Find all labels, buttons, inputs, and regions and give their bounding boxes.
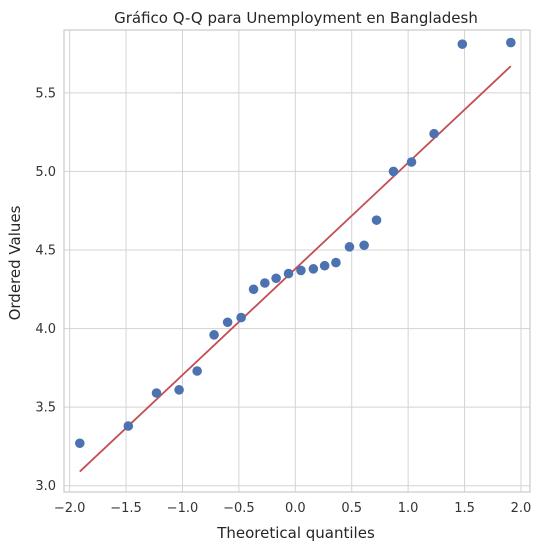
y-tick-label: 5.5 <box>35 86 56 101</box>
data-point <box>406 157 417 167</box>
fit-line-group <box>79 65 512 473</box>
data-point <box>388 166 399 177</box>
data-point <box>151 388 162 398</box>
data-points <box>74 37 516 449</box>
x-tick-label: −2.0 <box>54 501 86 516</box>
y-tick-label: 3.5 <box>35 401 56 416</box>
fit-line <box>79 65 512 473</box>
x-tick-label: 0.5 <box>341 501 362 516</box>
x-tick-label: 1.5 <box>454 501 475 516</box>
data-point <box>248 284 259 295</box>
y-axis-ticks: 3.0 3.5 4.0 4.5 5.0 5.5 <box>35 86 56 494</box>
data-point <box>319 260 330 271</box>
x-axis-ticks: −2.0 −1.5 −1.0 −0.5 0.0 0.5 1.0 1.5 2.0 <box>54 501 531 516</box>
data-point <box>192 366 202 376</box>
data-point <box>371 215 382 225</box>
data-point <box>308 264 319 274</box>
y-tick-label: 4.0 <box>35 322 56 337</box>
data-point <box>331 257 341 268</box>
x-tick-label: 1.0 <box>398 501 419 516</box>
data-point <box>344 242 355 252</box>
data-point <box>74 438 85 449</box>
plot-frame <box>63 29 531 493</box>
data-point <box>429 128 439 139</box>
x-axis-label: Theoretical quantiles <box>216 524 375 542</box>
y-tick-label: 4.5 <box>35 244 56 259</box>
data-point <box>236 312 246 323</box>
data-point <box>209 330 219 340</box>
data-point <box>283 268 294 279</box>
data-point <box>506 37 516 48</box>
x-tick-label: 2.0 <box>511 501 532 516</box>
chart-title: Gráfico Q-Q para Unemployment en Banglad… <box>114 9 478 27</box>
y-tick-label: 3.0 <box>35 479 56 494</box>
grid-lines <box>64 30 530 492</box>
data-point <box>359 240 369 251</box>
data-point <box>260 278 270 288</box>
x-tick-label: 0.0 <box>285 501 306 516</box>
data-point <box>123 421 134 431</box>
data-point <box>296 265 306 276</box>
data-point <box>222 317 233 328</box>
x-tick-label: −1.5 <box>110 501 142 516</box>
data-point <box>457 39 468 49</box>
y-tick-label: 5.0 <box>35 165 56 180</box>
y-axis-label: Ordered Values <box>6 205 24 320</box>
data-point <box>174 385 184 395</box>
data-point <box>271 273 281 284</box>
x-tick-label: −1.0 <box>167 501 199 516</box>
x-tick-label: −0.5 <box>223 501 255 516</box>
